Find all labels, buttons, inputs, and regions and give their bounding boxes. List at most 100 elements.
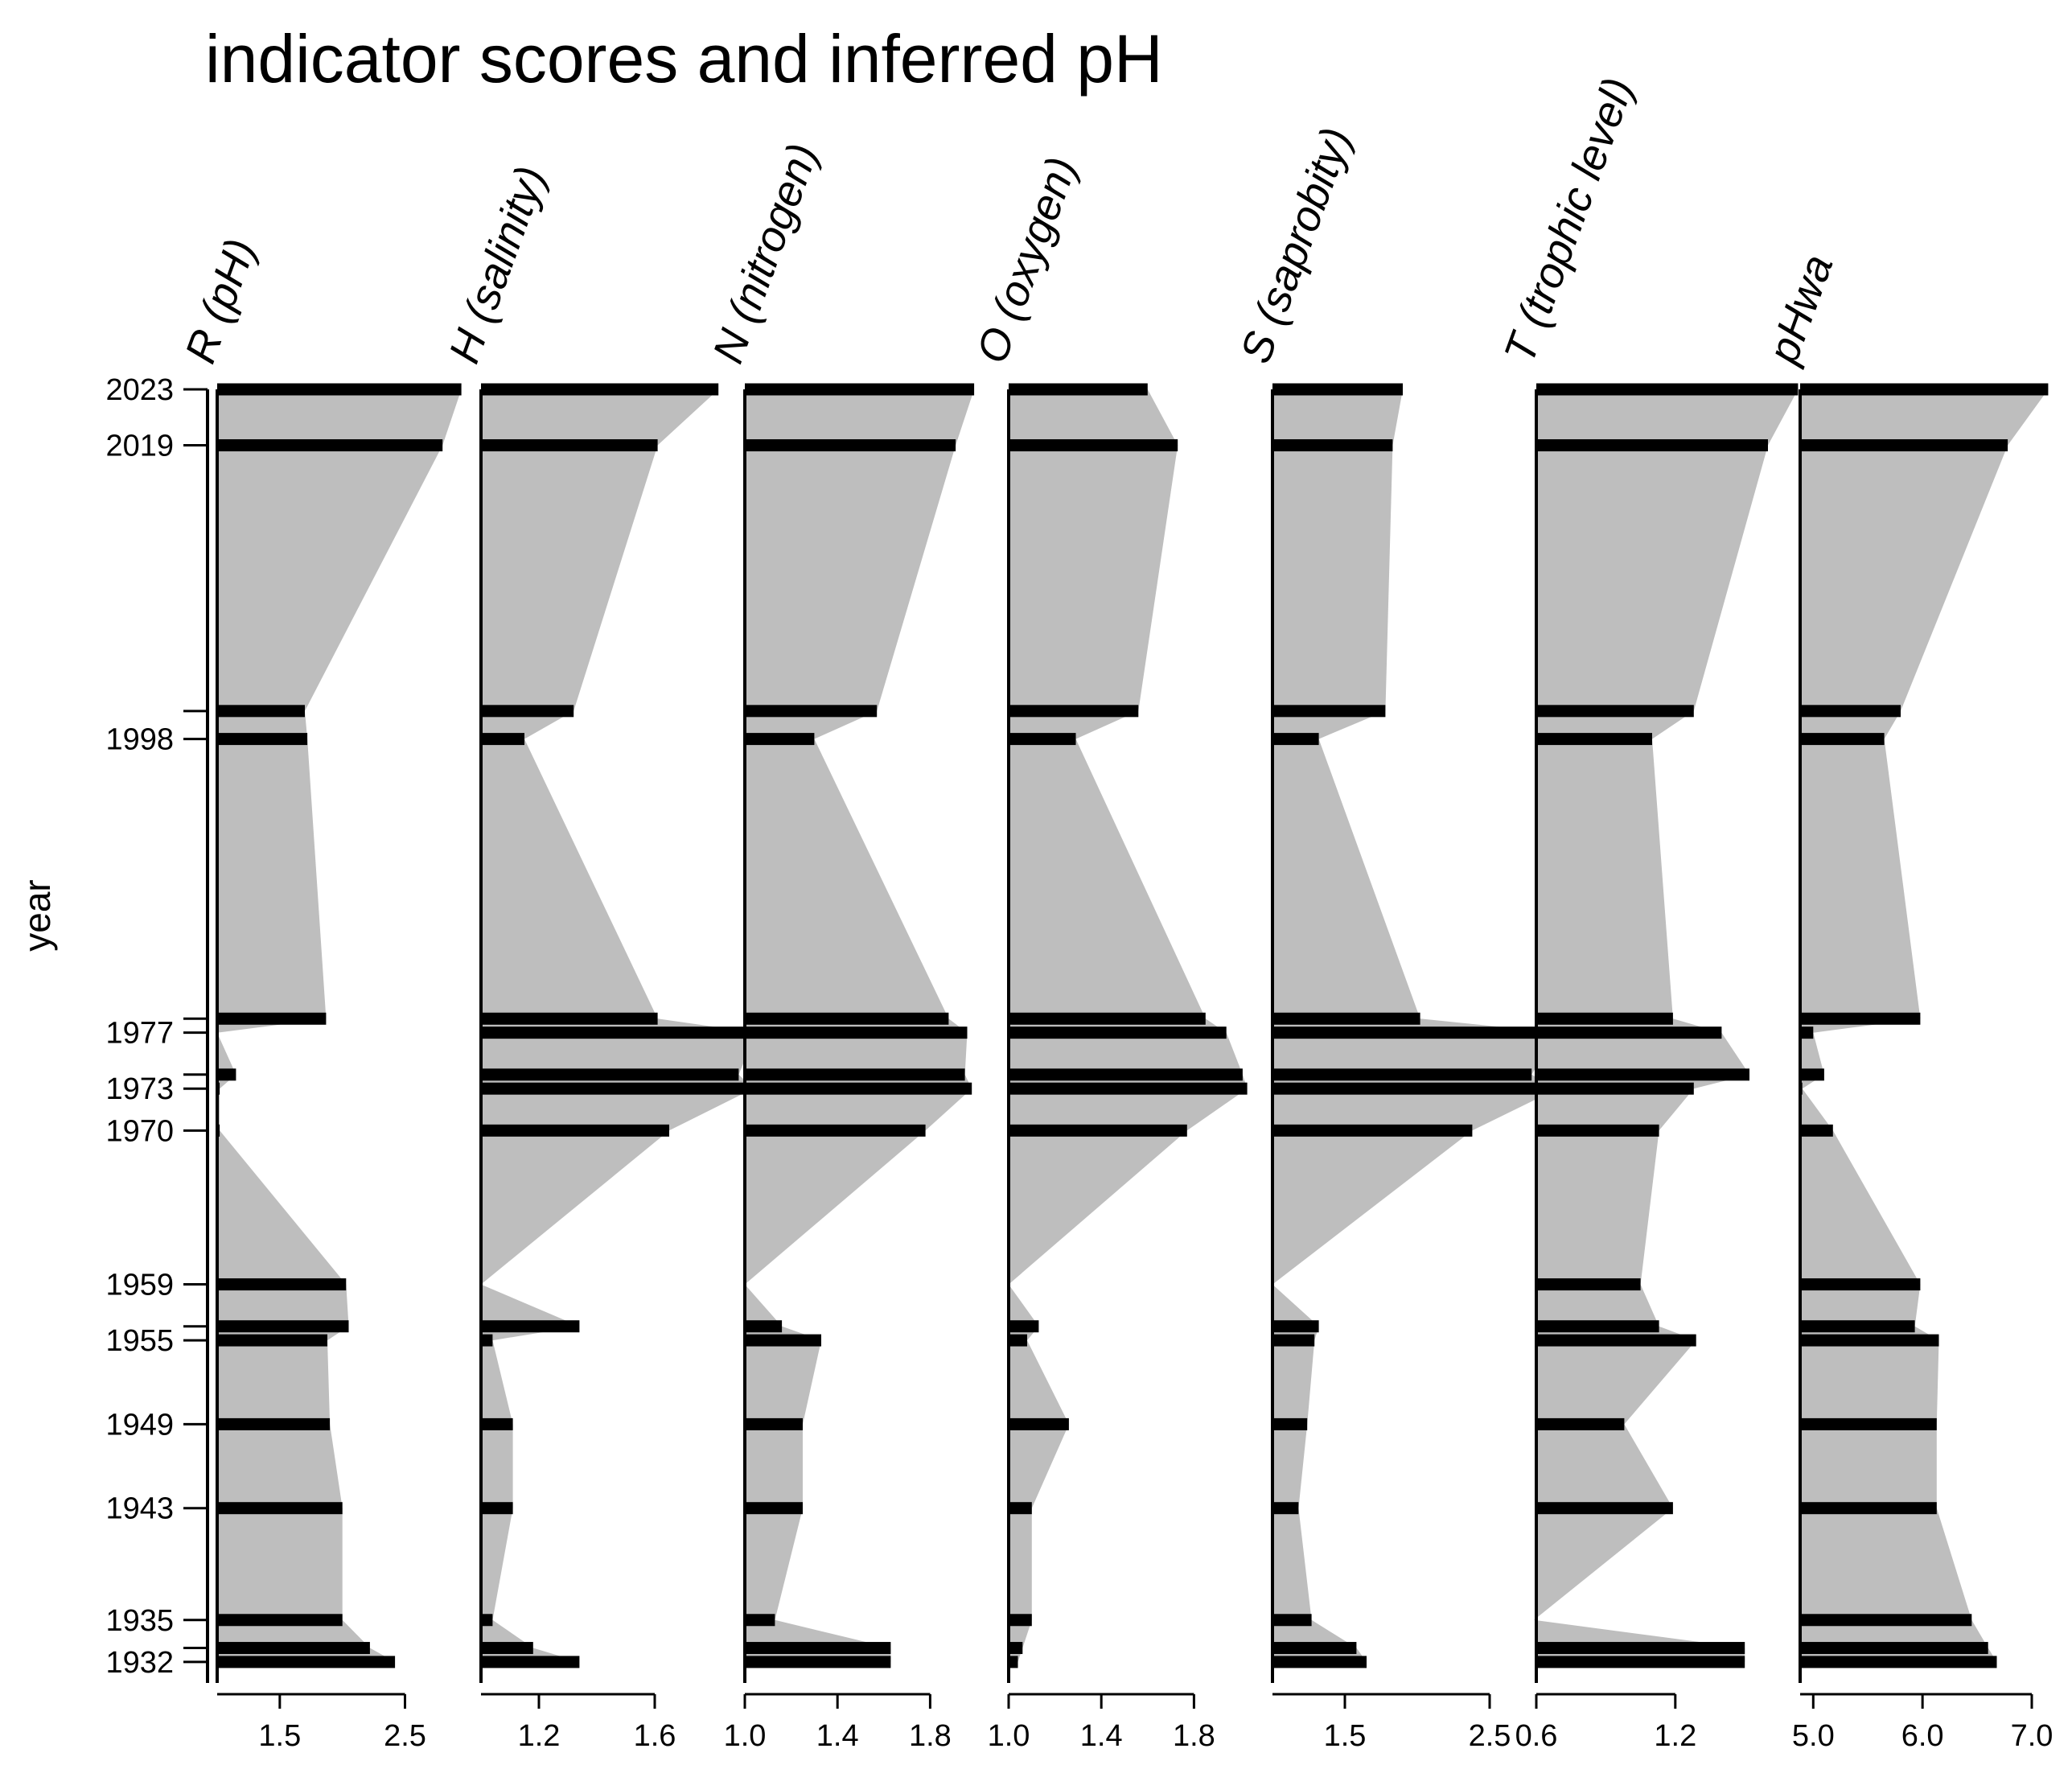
data-bar — [481, 1026, 756, 1039]
data-bar — [745, 1417, 803, 1430]
data-bar — [1800, 1656, 1997, 1668]
data-bar — [481, 1320, 580, 1333]
y-tick-label: 1998 — [105, 723, 174, 757]
data-bar — [1800, 1124, 1833, 1137]
y-tick-label: 1955 — [105, 1324, 174, 1358]
panel-0: 1.5 2.5 R (pH) — [176, 232, 462, 1753]
data-bar — [1536, 705, 1694, 718]
panel-label: T (trophic level) — [1495, 72, 1643, 369]
data-bar — [481, 383, 719, 396]
data-bar — [481, 1614, 493, 1627]
x-tick-label: 6.0 — [1901, 1719, 1944, 1753]
chart-title: indicator scores and inferred pH — [205, 21, 1163, 97]
data-bar — [1272, 1614, 1312, 1627]
data-bar — [481, 1334, 493, 1347]
data-bar — [1800, 705, 1901, 718]
data-bar — [1800, 733, 1885, 746]
data-bar — [1009, 1614, 1032, 1627]
data-bar — [217, 1320, 349, 1333]
data-bar — [745, 1026, 968, 1039]
data-bar — [217, 1012, 327, 1025]
data-bar — [481, 1642, 533, 1655]
x-tick-label: 0.6 — [1515, 1719, 1558, 1753]
x-tick-label: 1.4 — [816, 1719, 859, 1753]
data-bar — [1536, 1278, 1641, 1291]
panel-3: 1.0 1.4 1.8 O (oxygen) — [968, 151, 1248, 1753]
data-bar — [1009, 1124, 1187, 1137]
x-tick-label: 1.0 — [724, 1719, 767, 1753]
data-bar — [1009, 733, 1076, 746]
x-tick-label: 1.4 — [1080, 1719, 1123, 1753]
data-bar — [1272, 733, 1319, 746]
data-bar — [1272, 1642, 1357, 1655]
data-bar — [1272, 439, 1393, 452]
data-bar — [745, 705, 878, 718]
y-tick-label: 1932 — [105, 1646, 174, 1680]
data-bar — [217, 1068, 236, 1081]
area-fill — [745, 389, 975, 1662]
data-bar — [481, 1124, 669, 1137]
y-tick-label: 1949 — [105, 1408, 174, 1442]
data-bar — [217, 705, 305, 718]
data-bar — [217, 439, 443, 452]
x-tick-label: 1.0 — [988, 1719, 1030, 1753]
area-fill — [481, 389, 756, 1662]
data-bar — [745, 1082, 972, 1095]
data-bar — [1009, 1012, 1206, 1025]
panel-label: pHwa — [1758, 249, 1842, 371]
y-tick-label: 1970 — [105, 1114, 174, 1148]
data-bar — [1009, 439, 1178, 452]
y-tick-label: 1935 — [105, 1604, 174, 1638]
data-bar — [481, 1012, 658, 1025]
data-bar — [1800, 1320, 1915, 1333]
panel-label: R (pH) — [176, 232, 265, 369]
data-bar — [745, 1012, 949, 1025]
data-bar — [1009, 1334, 1027, 1347]
data-bar — [745, 383, 975, 396]
data-bar — [1800, 1417, 1937, 1430]
data-bar — [1536, 1082, 1694, 1095]
data-bar — [481, 439, 658, 452]
y-tick-label: 1959 — [105, 1269, 174, 1302]
data-bar — [1009, 1642, 1023, 1655]
data-bar — [745, 1502, 803, 1515]
panel-label: H (salinity) — [440, 160, 556, 369]
data-bar — [481, 1068, 739, 1081]
data-bar — [481, 1656, 580, 1668]
data-bar — [745, 1068, 965, 1081]
data-bar — [217, 733, 308, 746]
data-bar — [1272, 1502, 1299, 1515]
data-bar — [1272, 1012, 1420, 1025]
panel-label: N (nitrogen) — [704, 138, 828, 369]
data-bar — [1800, 439, 2008, 452]
data-bar — [481, 705, 574, 718]
y-axis-title: year — [16, 879, 58, 951]
data-bar — [1272, 1068, 1532, 1081]
x-tick-label: 1.8 — [909, 1719, 952, 1753]
area-fill — [1800, 389, 2049, 1662]
x-tick-label: 2.5 — [1469, 1719, 1511, 1753]
data-bar — [217, 1656, 396, 1668]
panel-4: 1.5 2.5 S (saprobity) — [1231, 121, 1558, 1753]
data-bar — [1800, 1502, 1937, 1515]
data-bar — [1536, 1502, 1673, 1515]
data-bar — [745, 1334, 821, 1347]
data-bar — [1272, 1417, 1308, 1430]
data-bar — [481, 1417, 513, 1430]
y-tick-label: 2023 — [105, 373, 174, 407]
data-bar — [1009, 705, 1139, 718]
data-bar — [1536, 383, 1799, 396]
y-tick-label: 1973 — [105, 1072, 174, 1106]
data-bar — [1536, 1642, 1745, 1655]
data-bar — [1536, 1012, 1673, 1025]
data-bar — [745, 1124, 926, 1137]
data-bar — [1009, 1082, 1248, 1095]
data-bar — [1272, 1026, 1558, 1039]
data-bar — [1800, 1278, 1921, 1291]
area-fill — [1009, 389, 1248, 1662]
panel-label: S (saprobity) — [1231, 121, 1361, 369]
data-bar — [1272, 1656, 1367, 1668]
x-tick-label: 1.2 — [518, 1719, 561, 1753]
data-bar — [217, 383, 462, 396]
